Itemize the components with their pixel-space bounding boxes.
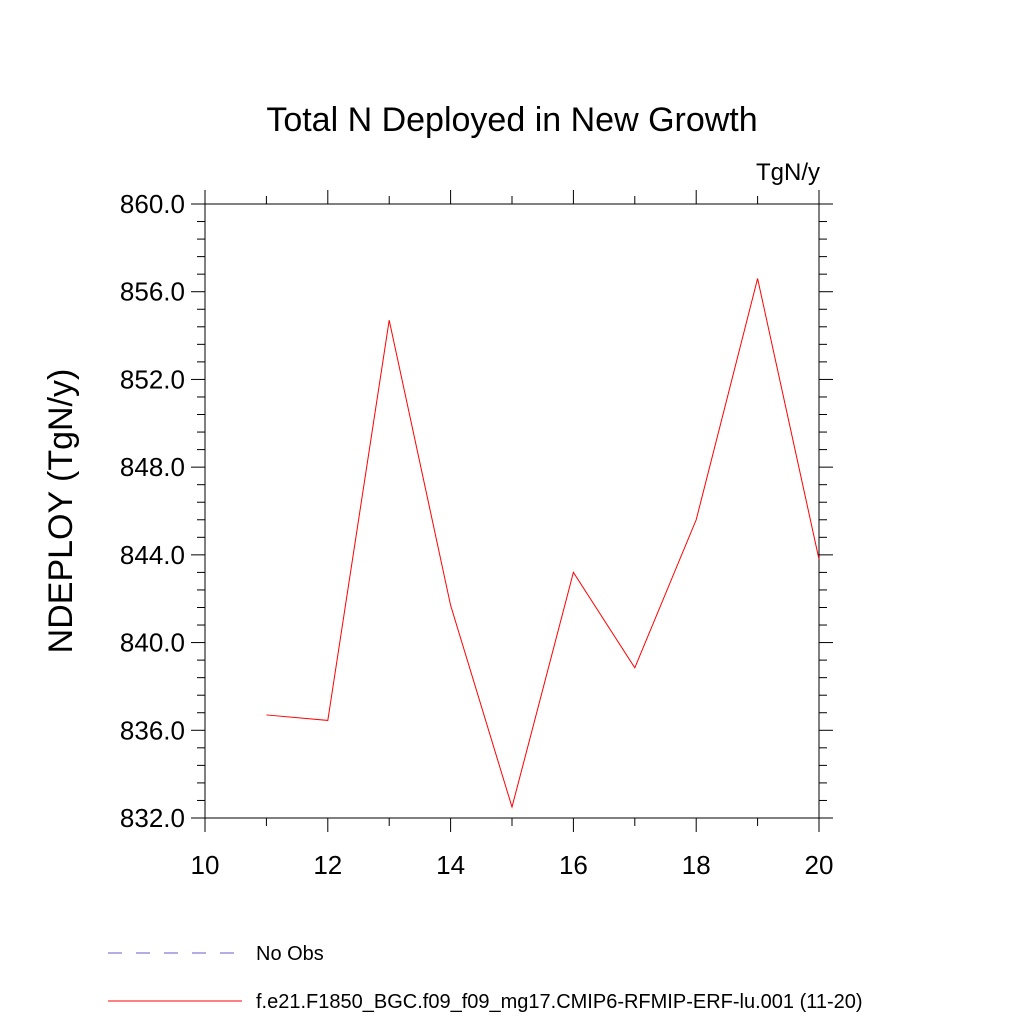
x-tick-label: 20 bbox=[805, 850, 834, 880]
y-tick-label: 860.0 bbox=[120, 189, 185, 219]
y-tick-label: 848.0 bbox=[120, 452, 185, 482]
y-tick-label: 852.0 bbox=[120, 364, 185, 394]
series-lines bbox=[266, 278, 820, 809]
legend: No Obs f.e21.F1850_BGC.f09_f09_mg17.CMIP6… bbox=[108, 943, 863, 1013]
plot-frame bbox=[204, 203, 820, 819]
units-label: TgN/y bbox=[756, 159, 820, 186]
y-tick-label: 836.0 bbox=[120, 715, 185, 745]
legend-label: f.e21.F1850_BGC.f09_f09_mg17.CMIP6-RFMIP… bbox=[256, 991, 863, 1013]
y-tick-label: 844.0 bbox=[120, 540, 185, 570]
x-tick-label: 14 bbox=[436, 850, 465, 880]
x-tick-label: 12 bbox=[313, 850, 342, 880]
legend-label: No Obs bbox=[256, 943, 324, 965]
x-tick-label: 10 bbox=[191, 850, 220, 880]
y-tick-label: 856.0 bbox=[120, 277, 185, 307]
y-tick-label: 840.0 bbox=[120, 628, 185, 658]
x-tick-label: 18 bbox=[682, 850, 711, 880]
y-tick-label: 832.0 bbox=[120, 803, 185, 833]
x-tick-label: 16 bbox=[559, 850, 588, 880]
axis-tick-labels: 10 12 14 16 18 20 832.0 836.0 840.0 844.0 848.0 852… bbox=[120, 189, 834, 880]
axis-ticks bbox=[191, 190, 833, 832]
chart-title: Total N Deployed in New Growth bbox=[266, 101, 757, 139]
series-line bbox=[266, 278, 820, 809]
y-axis-title: NDEPLOY (TgN/y) bbox=[42, 369, 80, 654]
